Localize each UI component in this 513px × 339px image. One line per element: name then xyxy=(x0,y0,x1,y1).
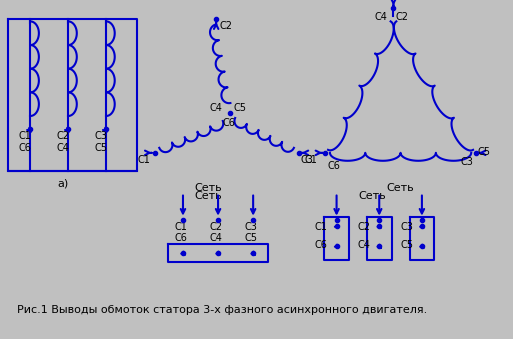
Text: C5: C5 xyxy=(245,234,258,243)
Text: C2: C2 xyxy=(209,221,223,232)
Text: C6: C6 xyxy=(315,240,328,251)
Text: Рис.1 Выводы обмоток статора 3-х фазного асинхронного двигателя.: Рис.1 Выводы обмоток статора 3-х фазного… xyxy=(17,305,427,315)
Text: C1: C1 xyxy=(304,155,317,165)
Text: C3: C3 xyxy=(95,131,108,141)
Text: а): а) xyxy=(57,179,68,189)
Text: C5: C5 xyxy=(478,147,491,157)
Text: C1: C1 xyxy=(19,131,32,141)
Text: C2: C2 xyxy=(396,13,408,22)
Text: C6: C6 xyxy=(19,143,32,153)
Text: C5: C5 xyxy=(95,143,108,153)
Text: C3: C3 xyxy=(400,221,413,232)
Text: Сеть: Сеть xyxy=(359,191,386,201)
Text: C3: C3 xyxy=(245,221,258,232)
Text: Сеть: Сеть xyxy=(194,191,222,201)
Text: C4: C4 xyxy=(209,103,223,113)
Text: C1: C1 xyxy=(315,221,328,232)
Text: C4: C4 xyxy=(57,143,70,153)
Text: C2: C2 xyxy=(57,131,70,141)
Text: C1: C1 xyxy=(174,221,187,232)
Text: C3: C3 xyxy=(301,155,313,165)
Text: C6: C6 xyxy=(327,161,340,171)
Text: C3: C3 xyxy=(461,157,473,167)
Text: C2: C2 xyxy=(219,21,232,32)
Text: C4: C4 xyxy=(358,240,370,251)
Text: C6: C6 xyxy=(174,234,187,243)
Text: C4: C4 xyxy=(374,13,387,22)
Text: C6: C6 xyxy=(223,118,235,128)
Text: C5: C5 xyxy=(233,103,246,113)
Text: Сеть: Сеть xyxy=(194,183,222,193)
Text: C2: C2 xyxy=(358,221,370,232)
Text: C5: C5 xyxy=(400,240,413,251)
Text: C4: C4 xyxy=(209,234,223,243)
Text: C1: C1 xyxy=(137,155,150,165)
Text: Сеть: Сеть xyxy=(387,183,415,193)
